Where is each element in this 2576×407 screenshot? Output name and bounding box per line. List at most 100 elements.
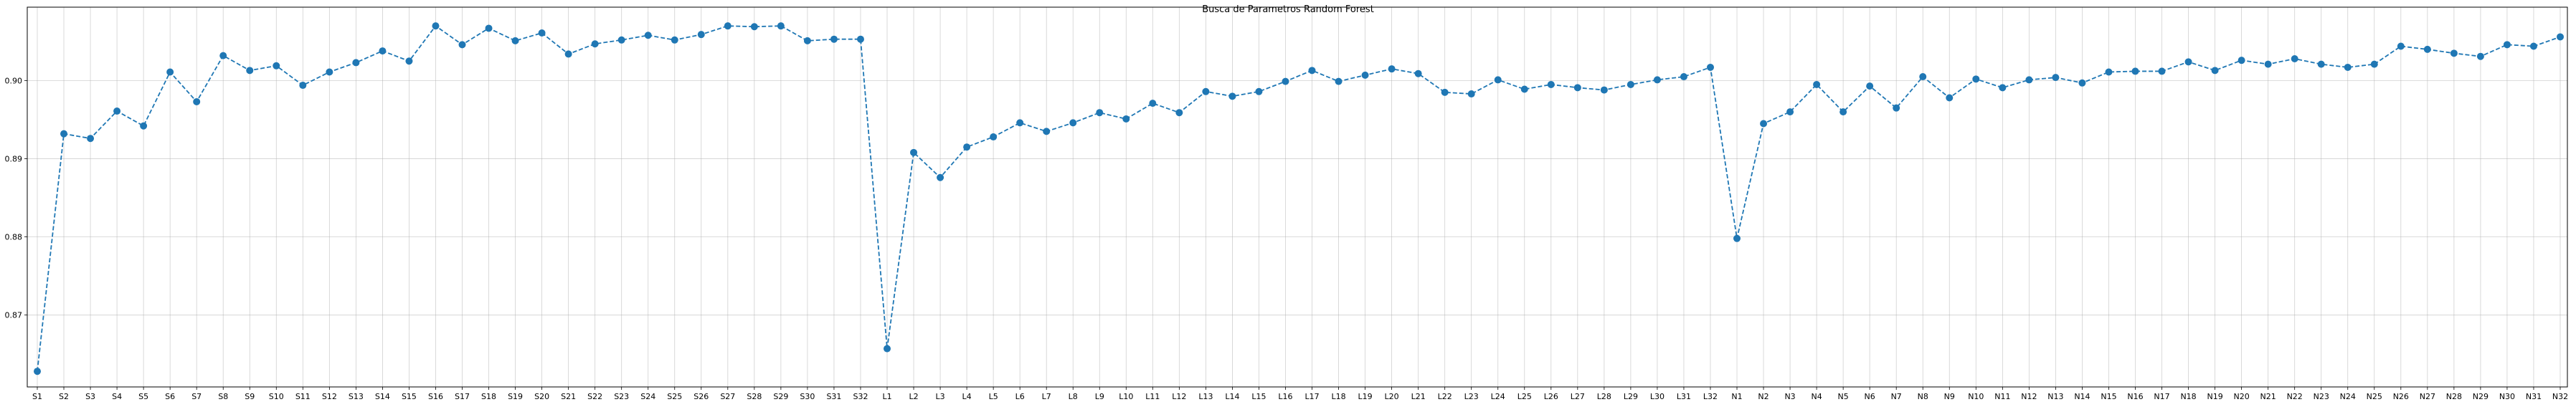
- x-tick-label: S28: [747, 392, 762, 401]
- x-tick-label: L8: [1069, 392, 1078, 401]
- data-point: [1335, 77, 1343, 85]
- data-point: [2264, 60, 2272, 68]
- data-point: [830, 35, 838, 43]
- data-point: [777, 22, 785, 30]
- x-tick-label: S10: [269, 392, 284, 401]
- data-point: [2211, 67, 2219, 75]
- x-tick-label: S32: [853, 392, 868, 401]
- data-point: [644, 32, 652, 39]
- data-point: [2238, 57, 2245, 64]
- x-tick-label: N2: [1758, 392, 1768, 401]
- x-tick-label: L18: [1331, 392, 1345, 401]
- x-tick-label: L10: [1119, 392, 1133, 401]
- x-tick-label: L30: [1650, 392, 1665, 401]
- data-point: [2476, 52, 2484, 60]
- data-point: [1308, 67, 1316, 75]
- x-tick-label: S9: [245, 392, 255, 401]
- data-point: [219, 52, 227, 59]
- x-tick-label: L3: [936, 392, 945, 401]
- data-point: [405, 57, 413, 65]
- x-tick-label: S15: [402, 392, 417, 401]
- data-point: [591, 40, 599, 48]
- data-point: [2423, 45, 2431, 53]
- data-point: [193, 97, 201, 105]
- x-tick-label: S26: [693, 392, 709, 401]
- x-tick-label: S4: [112, 392, 122, 401]
- x-tick-label: S24: [640, 392, 655, 401]
- data-point: [2291, 54, 2298, 62]
- x-tick-label: S21: [561, 392, 576, 401]
- x-tick-label: S7: [191, 392, 202, 401]
- x-tick-label: L6: [1015, 392, 1025, 401]
- y-tick-label: 0.88: [5, 233, 23, 242]
- data-point: [617, 36, 625, 44]
- data-point: [140, 122, 148, 130]
- data-point: [273, 62, 280, 70]
- x-tick-label: S17: [455, 392, 470, 401]
- plot-area-frame: [27, 6, 2568, 388]
- x-tick-label: S14: [375, 392, 390, 401]
- data-point: [60, 130, 68, 138]
- data-point: [1282, 77, 1289, 85]
- x-axis-ticks: S1 S2 S3 S4 S5 S6 S7 S8 S9 S10 S11 S12 S13 S14 S15 S16 S…: [32, 387, 2568, 401]
- x-tick-label: N30: [2499, 392, 2515, 401]
- data-point: [511, 37, 519, 44]
- data-point: [2131, 67, 2139, 75]
- x-tick-label: L29: [1624, 392, 1638, 401]
- data-point: [1547, 80, 1555, 88]
- x-tick-label: L2: [909, 392, 918, 401]
- data-point: [246, 67, 254, 75]
- data-point: [884, 345, 891, 353]
- x-tick-label: L4: [962, 392, 972, 401]
- data-point: [990, 133, 998, 141]
- data-point: [2105, 68, 2113, 76]
- markers-layer: [34, 22, 2564, 375]
- x-tick-label: S22: [587, 392, 602, 401]
- data-point: [1760, 120, 1768, 128]
- x-tick-label: N18: [2180, 392, 2196, 401]
- data-point: [485, 24, 493, 32]
- data-point: [1813, 80, 1821, 88]
- x-tick-label: S25: [667, 392, 682, 401]
- data-point: [87, 135, 95, 143]
- data-point: [1441, 88, 1449, 96]
- x-tick-label: N8: [1918, 392, 1928, 401]
- data-point: [671, 36, 678, 44]
- data-point: [1228, 92, 1236, 100]
- x-tick-label: L21: [1411, 392, 1426, 401]
- x-tick-label: L27: [1571, 392, 1585, 401]
- data-point: [2317, 60, 2325, 68]
- x-tick-label: S31: [826, 392, 841, 401]
- x-tick-label: N12: [2021, 392, 2037, 401]
- y-tick-label: 0.87: [5, 311, 23, 320]
- data-point: [1149, 100, 1157, 107]
- data-point: [299, 82, 307, 90]
- data-point: [1467, 90, 1475, 98]
- data-point: [1573, 84, 1581, 92]
- x-tick-label: N15: [2101, 392, 2116, 401]
- x-tick-label: N27: [2420, 392, 2435, 401]
- x-tick-label: S27: [720, 392, 735, 401]
- x-tick-label: N1: [1731, 392, 1742, 401]
- x-tick-label: S20: [534, 392, 549, 401]
- x-tick-label: L22: [1438, 392, 1452, 401]
- data-point: [697, 31, 705, 39]
- data-point: [750, 23, 758, 31]
- x-tick-label: L9: [1095, 392, 1104, 401]
- x-tick-label: S23: [614, 392, 629, 401]
- data-point: [2078, 79, 2086, 87]
- data-point: [1626, 80, 1634, 88]
- x-tick-label: N31: [2526, 392, 2542, 401]
- x-tick-label: S8: [218, 392, 228, 401]
- x-tick-label: S5: [138, 392, 148, 401]
- data-point: [166, 68, 174, 76]
- data-point: [1202, 87, 1210, 95]
- x-tick-label: L17: [1304, 392, 1319, 401]
- x-tick-label: L25: [1517, 392, 1532, 401]
- x-tick-label: S29: [773, 392, 788, 401]
- data-point: [2184, 58, 2192, 66]
- x-tick-label: S11: [295, 392, 311, 401]
- data-point: [564, 50, 572, 58]
- data-point: [538, 29, 546, 37]
